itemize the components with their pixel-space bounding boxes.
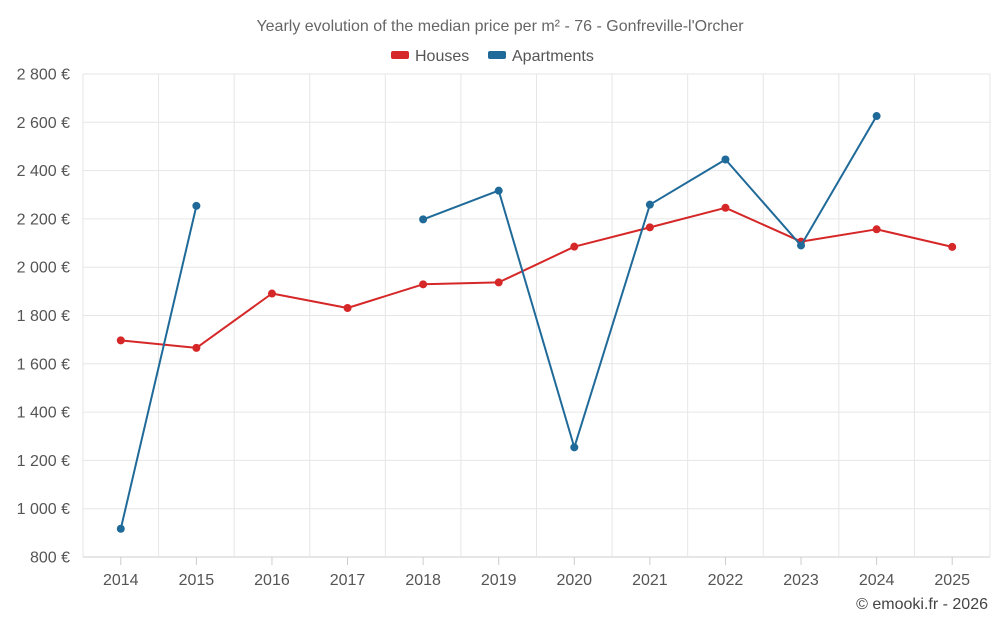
y-tick-label: 2 200 € — [17, 211, 70, 228]
series-line-apartments — [119, 205, 198, 529]
chart-title: Yearly evolution of the median price per… — [256, 18, 744, 35]
x-tick-label: 2024 — [859, 572, 895, 589]
x-tick-label: 2016 — [254, 572, 290, 589]
x-tick-label: 2014 — [103, 572, 139, 589]
legend-label-apartments: Apartments — [512, 48, 594, 65]
data-point-apartments[interactable] — [494, 186, 503, 195]
x-axis: 2014 2015 2016 2017 2018 2019 2020 2021 2022 2023… — [103, 557, 970, 589]
data-point-apartments[interactable] — [872, 112, 881, 121]
legend-swatch-apartments — [488, 51, 506, 59]
data-point-houses[interactable] — [721, 203, 730, 212]
legend-item-apartments[interactable]: Apartments — [488, 48, 594, 65]
data-point-houses[interactable] — [872, 225, 881, 234]
y-tick-label: 2 400 € — [17, 163, 70, 180]
data-point-apartments[interactable] — [797, 241, 806, 250]
data-point-houses[interactable] — [494, 278, 503, 287]
x-tick-label: 2015 — [179, 572, 215, 589]
x-tick-label: 2017 — [330, 572, 366, 589]
y-tick-label: 1 800 € — [17, 308, 70, 325]
data-point-apartments[interactable] — [721, 155, 730, 164]
x-tick-label: 2025 — [934, 572, 970, 589]
y-tick-label: 2 800 € — [17, 67, 70, 84]
x-tick-label: 2023 — [783, 572, 819, 589]
data-point-houses[interactable] — [948, 242, 957, 251]
data-point-apartments[interactable] — [645, 200, 654, 209]
series-line-houses — [120, 206, 953, 349]
data-point-houses[interactable] — [267, 289, 276, 298]
series-layer — [116, 112, 957, 533]
x-tick-label: 2022 — [708, 572, 744, 589]
x-tick-label: 2020 — [556, 572, 592, 589]
y-tick-label: 1 000 € — [17, 501, 70, 518]
x-tick-label: 2021 — [632, 572, 668, 589]
y-axis: 800 € 1 000 € 1 200 € 1 400 € 1 600 € 1 800 €… — [17, 67, 70, 567]
data-point-houses[interactable] — [116, 336, 125, 345]
y-tick-label: 1 200 € — [17, 453, 70, 470]
x-tick-label: 2018 — [405, 572, 441, 589]
y-tick-label: 800 € — [30, 550, 70, 567]
data-point-apartments[interactable] — [116, 524, 125, 533]
legend-swatch-houses — [391, 51, 409, 59]
credit-text: © emooki.fr - 2026 — [856, 596, 988, 613]
legend-item-houses[interactable]: Houses — [391, 48, 469, 65]
data-point-apartments[interactable] — [192, 201, 201, 210]
data-point-apartments[interactable] — [419, 215, 428, 224]
data-point-houses[interactable] — [645, 223, 654, 232]
data-point-houses[interactable] — [419, 280, 428, 289]
data-point-houses[interactable] — [343, 304, 352, 313]
x-tick-label: 2019 — [481, 572, 517, 589]
y-tick-label: 1 400 € — [17, 405, 70, 422]
series-houses — [116, 203, 957, 352]
series-apartments — [116, 112, 881, 533]
legend: Houses Apartments — [391, 48, 594, 65]
y-tick-label: 1 600 € — [17, 356, 70, 373]
data-point-houses[interactable] — [570, 242, 579, 251]
y-tick-label: 2 000 € — [17, 260, 70, 277]
data-point-houses[interactable] — [192, 343, 201, 352]
data-point-apartments[interactable] — [570, 443, 579, 452]
legend-label-houses: Houses — [415, 48, 469, 65]
y-tick-label: 2 600 € — [17, 115, 70, 132]
